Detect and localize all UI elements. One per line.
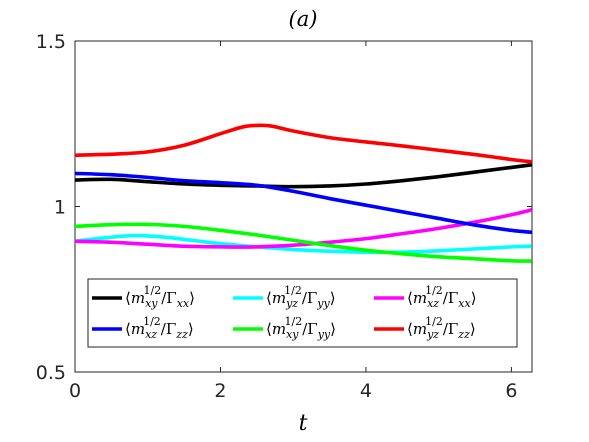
x-axis-label: t (299, 411, 308, 436)
series-line-1 (74, 163, 533, 189)
series-line-2 (74, 233, 532, 255)
series-line-4 (74, 171, 532, 235)
x-tick-label: 2 (214, 380, 226, 402)
series-line-5 (74, 222, 532, 263)
legend: ⟨mxy1/2/Γxx⟩ ⟨myz1/2/Γyy⟩ ⟨mxz1/2/Γxx⟩ ⟨mxz… (87, 278, 518, 348)
legend-label-2: ⟨myz1/2/Γyy⟩ (266, 284, 336, 310)
legend-box (87, 278, 518, 348)
legend-label-1: ⟨mxy1/2/Γxx⟩ (125, 284, 195, 310)
y-tick-label: 1.5 (36, 31, 66, 53)
y-tick-label: 1 (54, 197, 66, 219)
x-tick-label: 0 (69, 380, 81, 402)
legend-label-6: ⟨myz1/2/Γzz⟩ (407, 315, 476, 341)
legend-label-4: ⟨mxz1/2/Γzz⟩ (125, 315, 194, 341)
series-line-6 (74, 123, 532, 164)
legend-label-5: ⟨mxy1/2/Γyy⟩ (266, 315, 336, 341)
x-tick-label: 6 (505, 380, 517, 402)
x-tick-label: 4 (360, 380, 372, 402)
legend-label-3: ⟨mxz1/2/Γxx⟩ (407, 284, 477, 310)
y-tick-label: 0.5 (36, 362, 66, 384)
axis-ticks: 0 2 4 6 0.5 1 1.5 (36, 31, 532, 402)
chart-title: (a) (289, 7, 318, 31)
series-lines (74, 123, 533, 263)
